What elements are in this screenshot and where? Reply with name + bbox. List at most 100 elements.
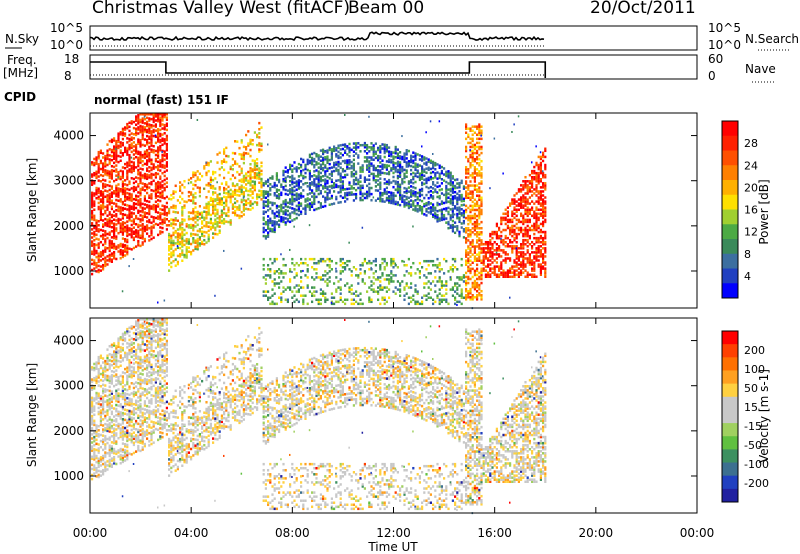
echo-cell <box>165 142 168 146</box>
echo-cell <box>311 189 314 192</box>
echo-cell <box>280 193 283 197</box>
echo-cell <box>399 175 402 178</box>
echo-cell <box>381 286 384 289</box>
echo-cell <box>278 219 281 222</box>
echo-cell <box>203 218 206 222</box>
echo-cell <box>434 168 437 171</box>
echo-cell <box>146 199 149 203</box>
echo-cell <box>370 158 373 161</box>
echo-cell <box>379 144 382 148</box>
echo-cell <box>341 176 344 179</box>
echo-cell <box>324 151 326 154</box>
echo-cell <box>135 151 138 155</box>
echo-cell <box>302 174 305 178</box>
echo-cell <box>429 171 432 175</box>
echo-cell <box>220 211 223 215</box>
echo-cell <box>403 298 406 302</box>
echo-cell <box>185 250 188 253</box>
echo-cell <box>194 247 197 251</box>
echo-cell <box>469 267 472 271</box>
echo-cell <box>293 300 296 304</box>
echo-cell <box>161 119 164 122</box>
echo-cell <box>121 170 124 173</box>
echo-cell <box>157 164 160 168</box>
echo-cell <box>267 290 270 293</box>
echo-cell <box>403 199 406 202</box>
echo-cell <box>315 161 318 164</box>
echo-cell <box>451 185 454 188</box>
echo-cell <box>513 259 516 262</box>
echo-cell <box>106 246 109 250</box>
echo-cell <box>533 236 536 240</box>
echo-cell <box>500 220 503 224</box>
echo-cell <box>427 211 430 214</box>
echo-cell <box>489 275 492 278</box>
echo-cell <box>139 128 142 132</box>
echo-cell <box>146 116 149 120</box>
echo-cell <box>352 182 355 186</box>
echo-cell <box>513 198 516 201</box>
echo-cell <box>361 194 364 198</box>
echo-cell <box>326 187 329 191</box>
echo-cell <box>165 177 168 180</box>
echo-cell <box>242 195 245 198</box>
echo-cell <box>460 222 463 225</box>
echo-cell <box>187 178 190 182</box>
echo-cell <box>339 186 342 190</box>
echo-cell <box>139 143 142 146</box>
echo-cell <box>104 262 107 266</box>
echo-cell <box>377 146 380 150</box>
echo-cell <box>124 238 127 241</box>
echo-cell <box>480 202 483 206</box>
echo-cell <box>117 154 120 158</box>
echo-cell <box>333 182 336 185</box>
echo-cell <box>456 216 459 220</box>
echo-cell <box>513 236 516 240</box>
echo-cell <box>91 173 94 176</box>
echo-cell <box>106 206 109 209</box>
echo-cell <box>148 113 151 116</box>
echo-cell <box>471 261 474 265</box>
echo-cell <box>423 286 426 289</box>
echo-cell <box>97 157 100 160</box>
echo-cell <box>467 275 470 279</box>
echo-cell <box>522 263 525 266</box>
echo-cell <box>414 162 417 165</box>
echo-cell <box>289 200 292 203</box>
echo-cell <box>227 190 230 193</box>
echo-cell <box>500 273 503 276</box>
echo-cell <box>526 275 529 278</box>
echo-cell <box>135 214 138 218</box>
echo-cell <box>300 257 303 261</box>
echo-cell <box>427 168 430 172</box>
echo-cell <box>449 226 452 229</box>
echo-cell <box>150 205 153 208</box>
echo-cell <box>515 245 518 248</box>
echo-cell <box>181 259 184 262</box>
echo-cell <box>194 179 197 183</box>
echo-cell <box>172 241 175 245</box>
echo-cell <box>526 240 529 244</box>
echo-cell <box>416 191 419 195</box>
echo-cell <box>363 192 366 196</box>
echo-cell <box>317 176 320 180</box>
echo-cell <box>260 189 263 193</box>
echo-cell <box>465 279 468 283</box>
echo-cell <box>300 280 303 283</box>
echo-cell <box>275 184 278 187</box>
echo-cell <box>458 278 461 281</box>
echo-cell <box>480 182 483 185</box>
echo-cell <box>91 195 94 199</box>
echo-cell <box>146 159 149 162</box>
echo-cell <box>436 181 439 184</box>
echo-cell <box>344 159 347 163</box>
echo-cell <box>504 212 507 216</box>
echo-cell <box>159 222 162 225</box>
echo-cell <box>357 156 360 159</box>
echo-cell <box>515 204 518 207</box>
echo-cell <box>467 259 470 262</box>
echo-cell <box>187 194 190 198</box>
echo-cell <box>225 199 228 202</box>
echo-cell <box>170 234 173 238</box>
echo-cell <box>148 208 151 212</box>
